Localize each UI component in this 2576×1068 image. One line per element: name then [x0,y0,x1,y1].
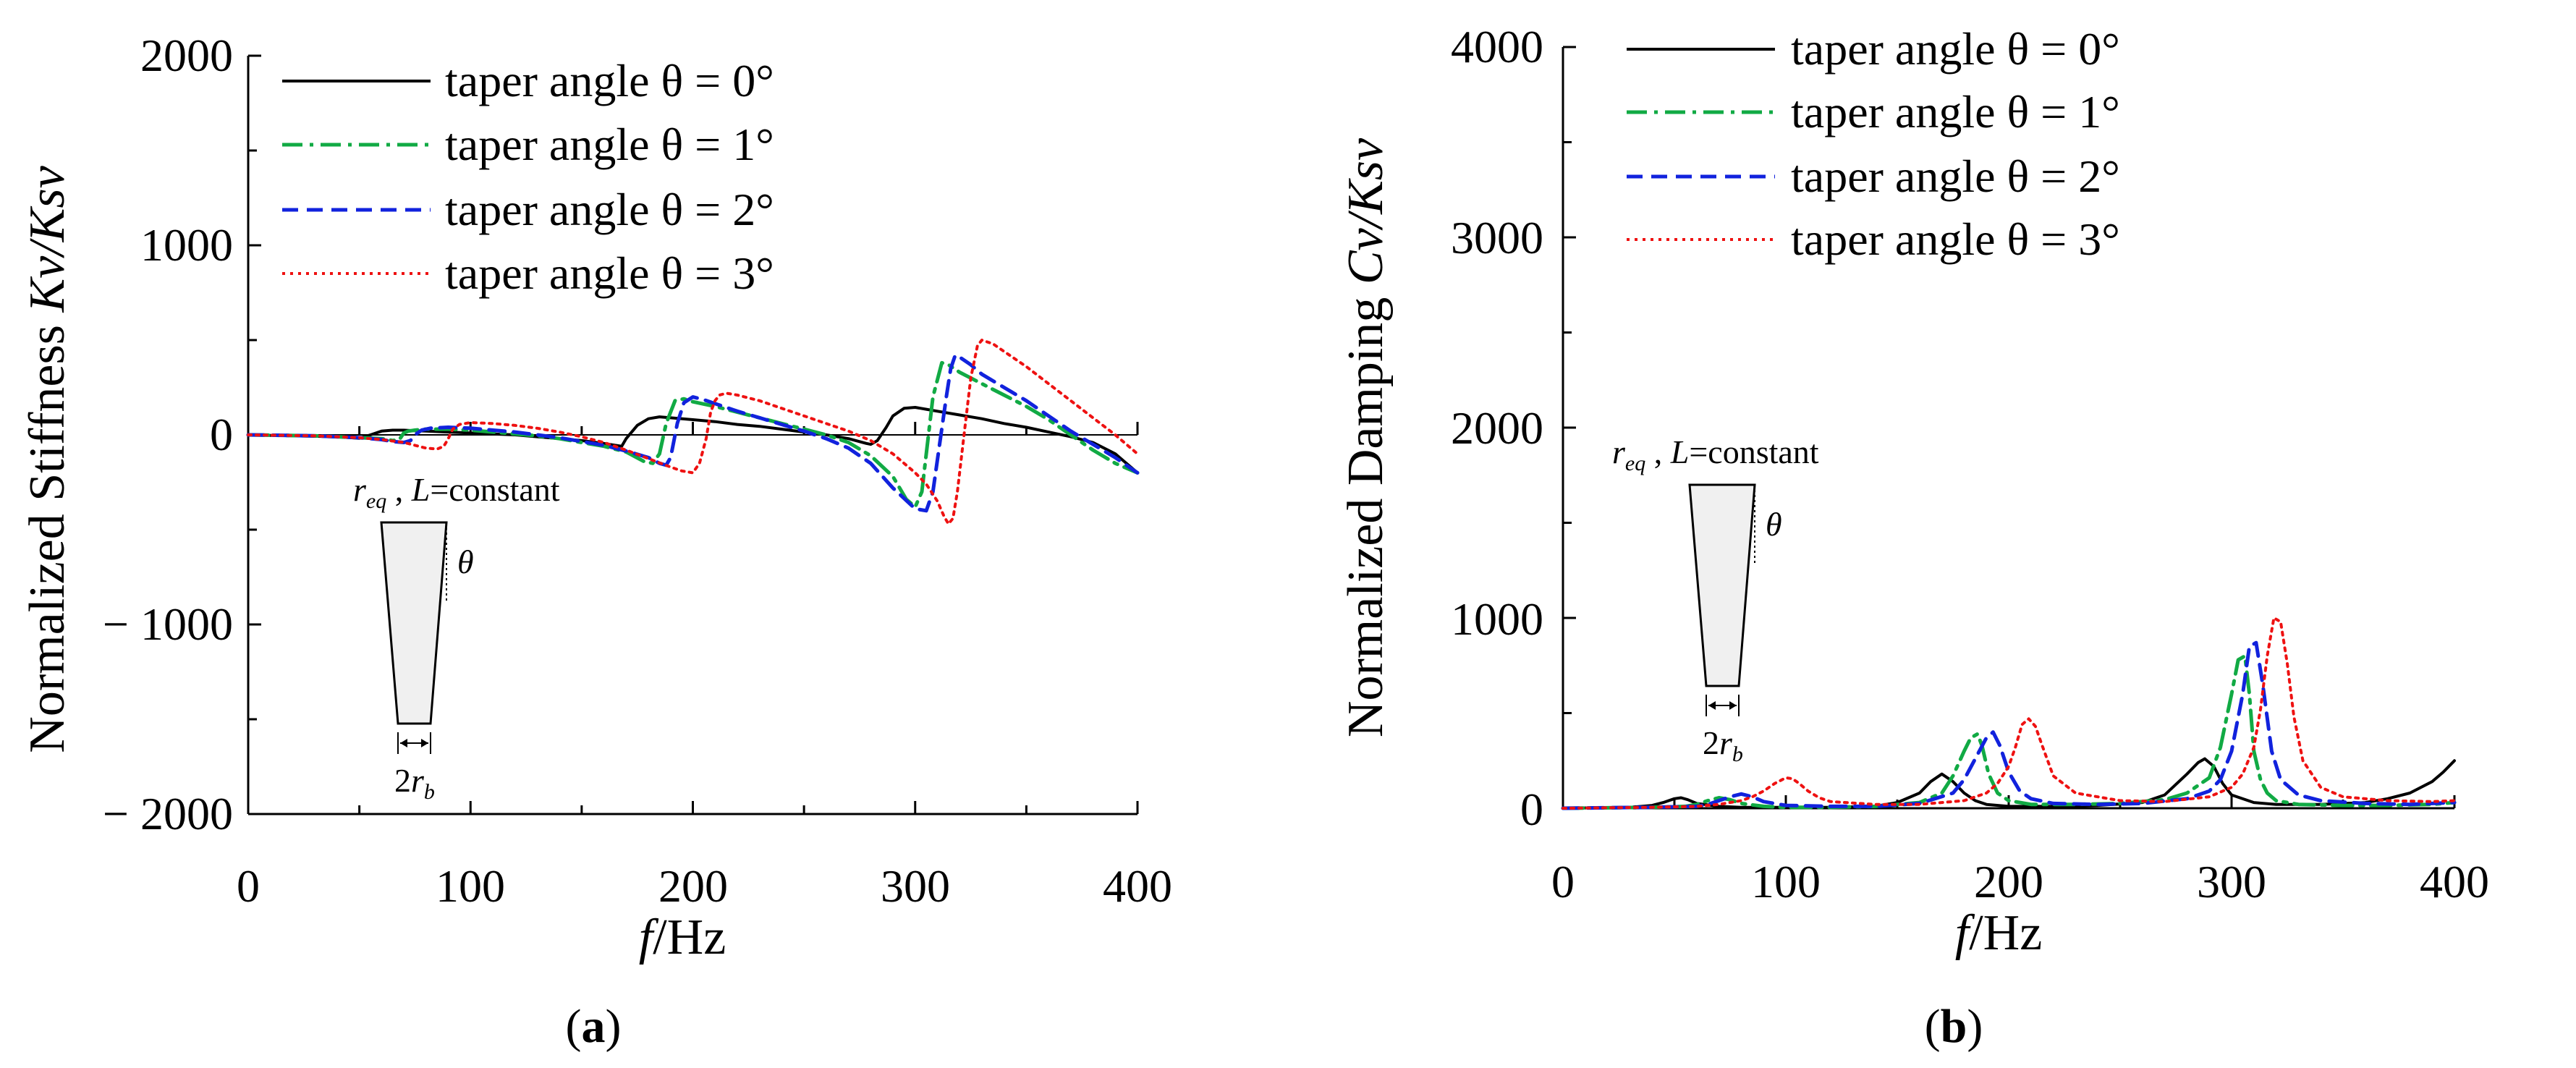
chart-a-xtick-label: 100 [436,860,505,912]
chart-b-ylabel: Normalized Damping Cv/Ksv [1338,137,1394,737]
chart-a-inset-theta: θ [457,543,474,580]
chart-a-series-line-theta-3 [247,339,1139,526]
chart-b-inset-base-label: 2rb [1703,724,1743,766]
chart-a-ytick-label: 1000 [140,219,233,271]
chart-a: 2000 1000 0 − 1000 − 2000 0 100 200 300 … [20,30,1172,1053]
chart-b-series [1561,616,2457,810]
chart-a-xlabel: f/Hz [639,910,726,965]
chart-b-xtick-label: 400 [2420,856,2489,907]
chart-a-legend: taper angle θ = 0° taper angle θ = 1° ta… [282,55,774,299]
chart-b-ytick-label: 4000 [1451,21,1543,72]
chart-a-series-line-theta-0 [247,406,1139,475]
chart-a-inset-taper-shape [380,521,448,725]
chart-a-xtick-label: 200 [658,860,728,912]
chart-b-legend-entry: taper angle θ = 0° [1791,23,2120,75]
chart-a-xtick-label: 0 [237,860,260,912]
chart-a-inset-schematic: req , L=constant θ 2rb [353,471,560,804]
chart-a-legend-entry: taper angle θ = 2° [445,184,774,235]
chart-a-ytick-label: 2000 [140,30,233,81]
chart-b-inset-label: req , L=constant [1612,433,1819,475]
chart-b-ytick-label: 0 [1520,784,1543,835]
chart-a-series [246,339,1140,526]
chart-b-inset-arrowhead [1729,701,1737,710]
chart-a-ytick-label: − 2000 [103,788,233,839]
chart-b-ytick-label: 2000 [1451,402,1543,454]
chart-b: 4000 3000 2000 1000 0 0 100 200 300 400 … [1338,21,2489,1053]
chart-b-inset-taper-shape [1688,483,1756,687]
chart-a-legend-entry: taper angle θ = 0° [445,55,774,106]
chart-a-series-line-theta-2 [246,353,1140,513]
chart-a-ytick-label: 0 [210,409,233,460]
chart-b-ytick-label: 1000 [1451,593,1543,645]
chart-a-tick-labels: 2000 1000 0 − 1000 − 2000 0 100 200 300 … [103,30,1172,912]
chart-b-legend-entry: taper angle θ = 2° [1791,151,2120,202]
chart-b-ytick-label: 3000 [1451,212,1543,263]
chart-b-legend-entry: taper angle θ = 3° [1791,213,2120,265]
chart-b-xtick-label: 300 [2197,856,2266,907]
chart-a-panel-label: (a) [566,1000,622,1053]
chart-b-axes [1562,46,2456,810]
chart-b-xtick-label: 100 [1751,856,1821,907]
chart-a-inset-arrowhead [400,739,407,747]
chart-b-tick-labels: 4000 3000 2000 1000 0 0 100 200 300 400 [1451,21,2489,907]
chart-b-series-line-theta-3 [1562,616,2456,810]
chart-a-ytick-label: − 1000 [103,598,233,650]
chart-a-legend-entry: taper angle θ = 1° [445,119,774,170]
chart-b-inset-schematic: req , L=constant θ 2rb [1612,433,1819,766]
chart-b-legend: taper angle θ = 0° taper angle θ = 1° ta… [1627,23,2120,265]
chart-a-xtick-label: 300 [881,860,950,912]
chart-a-ylabel: Normalized Stiffness Kv/Ksv [20,165,75,753]
chart-a-legend-entry: taper angle θ = 3° [445,247,774,299]
chart-b-legend-entry: taper angle θ = 1° [1791,86,2120,137]
chart-a-inset-label: req , L=constant [353,471,560,513]
chart-b-panel-label: (b) [1925,1000,1983,1053]
chart-b-xlabel: f/Hz [1955,905,2043,961]
chart-b-series-line-theta-2 [1561,640,2457,810]
chart-a-series-line-theta-1 [246,360,1140,509]
chart-a-inset-base-label: 2rb [394,762,435,804]
chart-b-xtick-label: 0 [1551,856,1575,907]
chart-b-inset-arrowhead [1708,701,1716,710]
chart-b-inset-theta: θ [1766,506,1782,543]
chart-a-inset-arrowhead [421,739,428,747]
chart-a-xtick-label: 400 [1103,860,1172,912]
chart-b-xtick-label: 200 [1974,856,2043,907]
